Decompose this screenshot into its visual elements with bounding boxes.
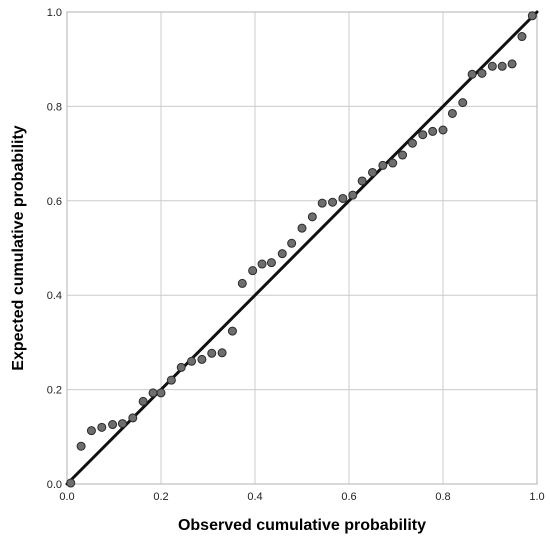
data-point [176,362,186,372]
y-tick-label: 0.8 [47,101,62,113]
data-point [368,167,377,177]
y-tick-label: 0.0 [47,479,62,491]
data-point [197,354,207,364]
data-point [248,266,258,276]
data-point [418,130,428,140]
data-point [277,249,287,259]
x-tick-label: 1.0 [529,491,544,503]
data-point [328,197,338,207]
data-point [388,158,398,168]
x-tick-label: 0.2 [153,491,168,503]
x-tick-label: 0.4 [247,491,262,503]
data-point [207,348,217,358]
data-point [128,413,138,423]
y-tick-label: 0.6 [47,196,62,208]
data-point [307,212,317,222]
data-point [217,348,227,358]
data-point [148,388,158,398]
data-point [398,150,408,160]
data-point [287,238,297,248]
data-point [138,396,148,406]
tick-labels: 0.0 0.2 0.4 0.6 0.8 1.0 0.0 0.2 0.4 0.6 0.8 1.0 [47,7,545,503]
y-tick-label: 1.0 [47,7,62,19]
x-tick-label: 0.0 [59,491,74,503]
data-point [378,160,388,170]
data-point [467,69,477,79]
data-point [266,258,276,268]
data-point [297,223,307,233]
x-tick-label: 0.6 [341,491,356,503]
data-point [487,61,497,71]
data-point [507,59,517,69]
data-point [66,478,76,488]
data-point [187,356,197,366]
data-point [156,388,166,398]
data-points [66,11,537,488]
data-point [407,138,417,148]
data-point [447,108,457,118]
y-tick-label: 0.4 [47,290,62,302]
data-point [97,422,107,432]
x-axis-title: Observed cumulative probability [178,517,426,534]
data-point [458,98,468,108]
y-tick-label: 0.2 [47,385,62,397]
data-point [428,126,438,136]
data-point [517,32,527,42]
data-point [317,198,327,208]
data-point [237,278,247,288]
data-point [108,420,118,430]
data-point [527,11,537,21]
x-tick-label: 0.8 [435,491,450,503]
data-point [76,441,86,451]
data-point [257,259,267,269]
data-point [477,68,487,78]
data-point [227,326,237,336]
gridlines [67,12,537,484]
y-axis-title: Expected cumulative probability [10,125,27,371]
data-point [348,190,358,200]
data-point [117,419,127,429]
data-point [438,125,448,135]
data-point [86,426,96,436]
reference-line [65,10,539,486]
data-point [166,375,176,385]
data-point [357,176,367,186]
plot-frame [66,11,538,485]
data-point [497,61,507,71]
data-point [338,193,348,203]
